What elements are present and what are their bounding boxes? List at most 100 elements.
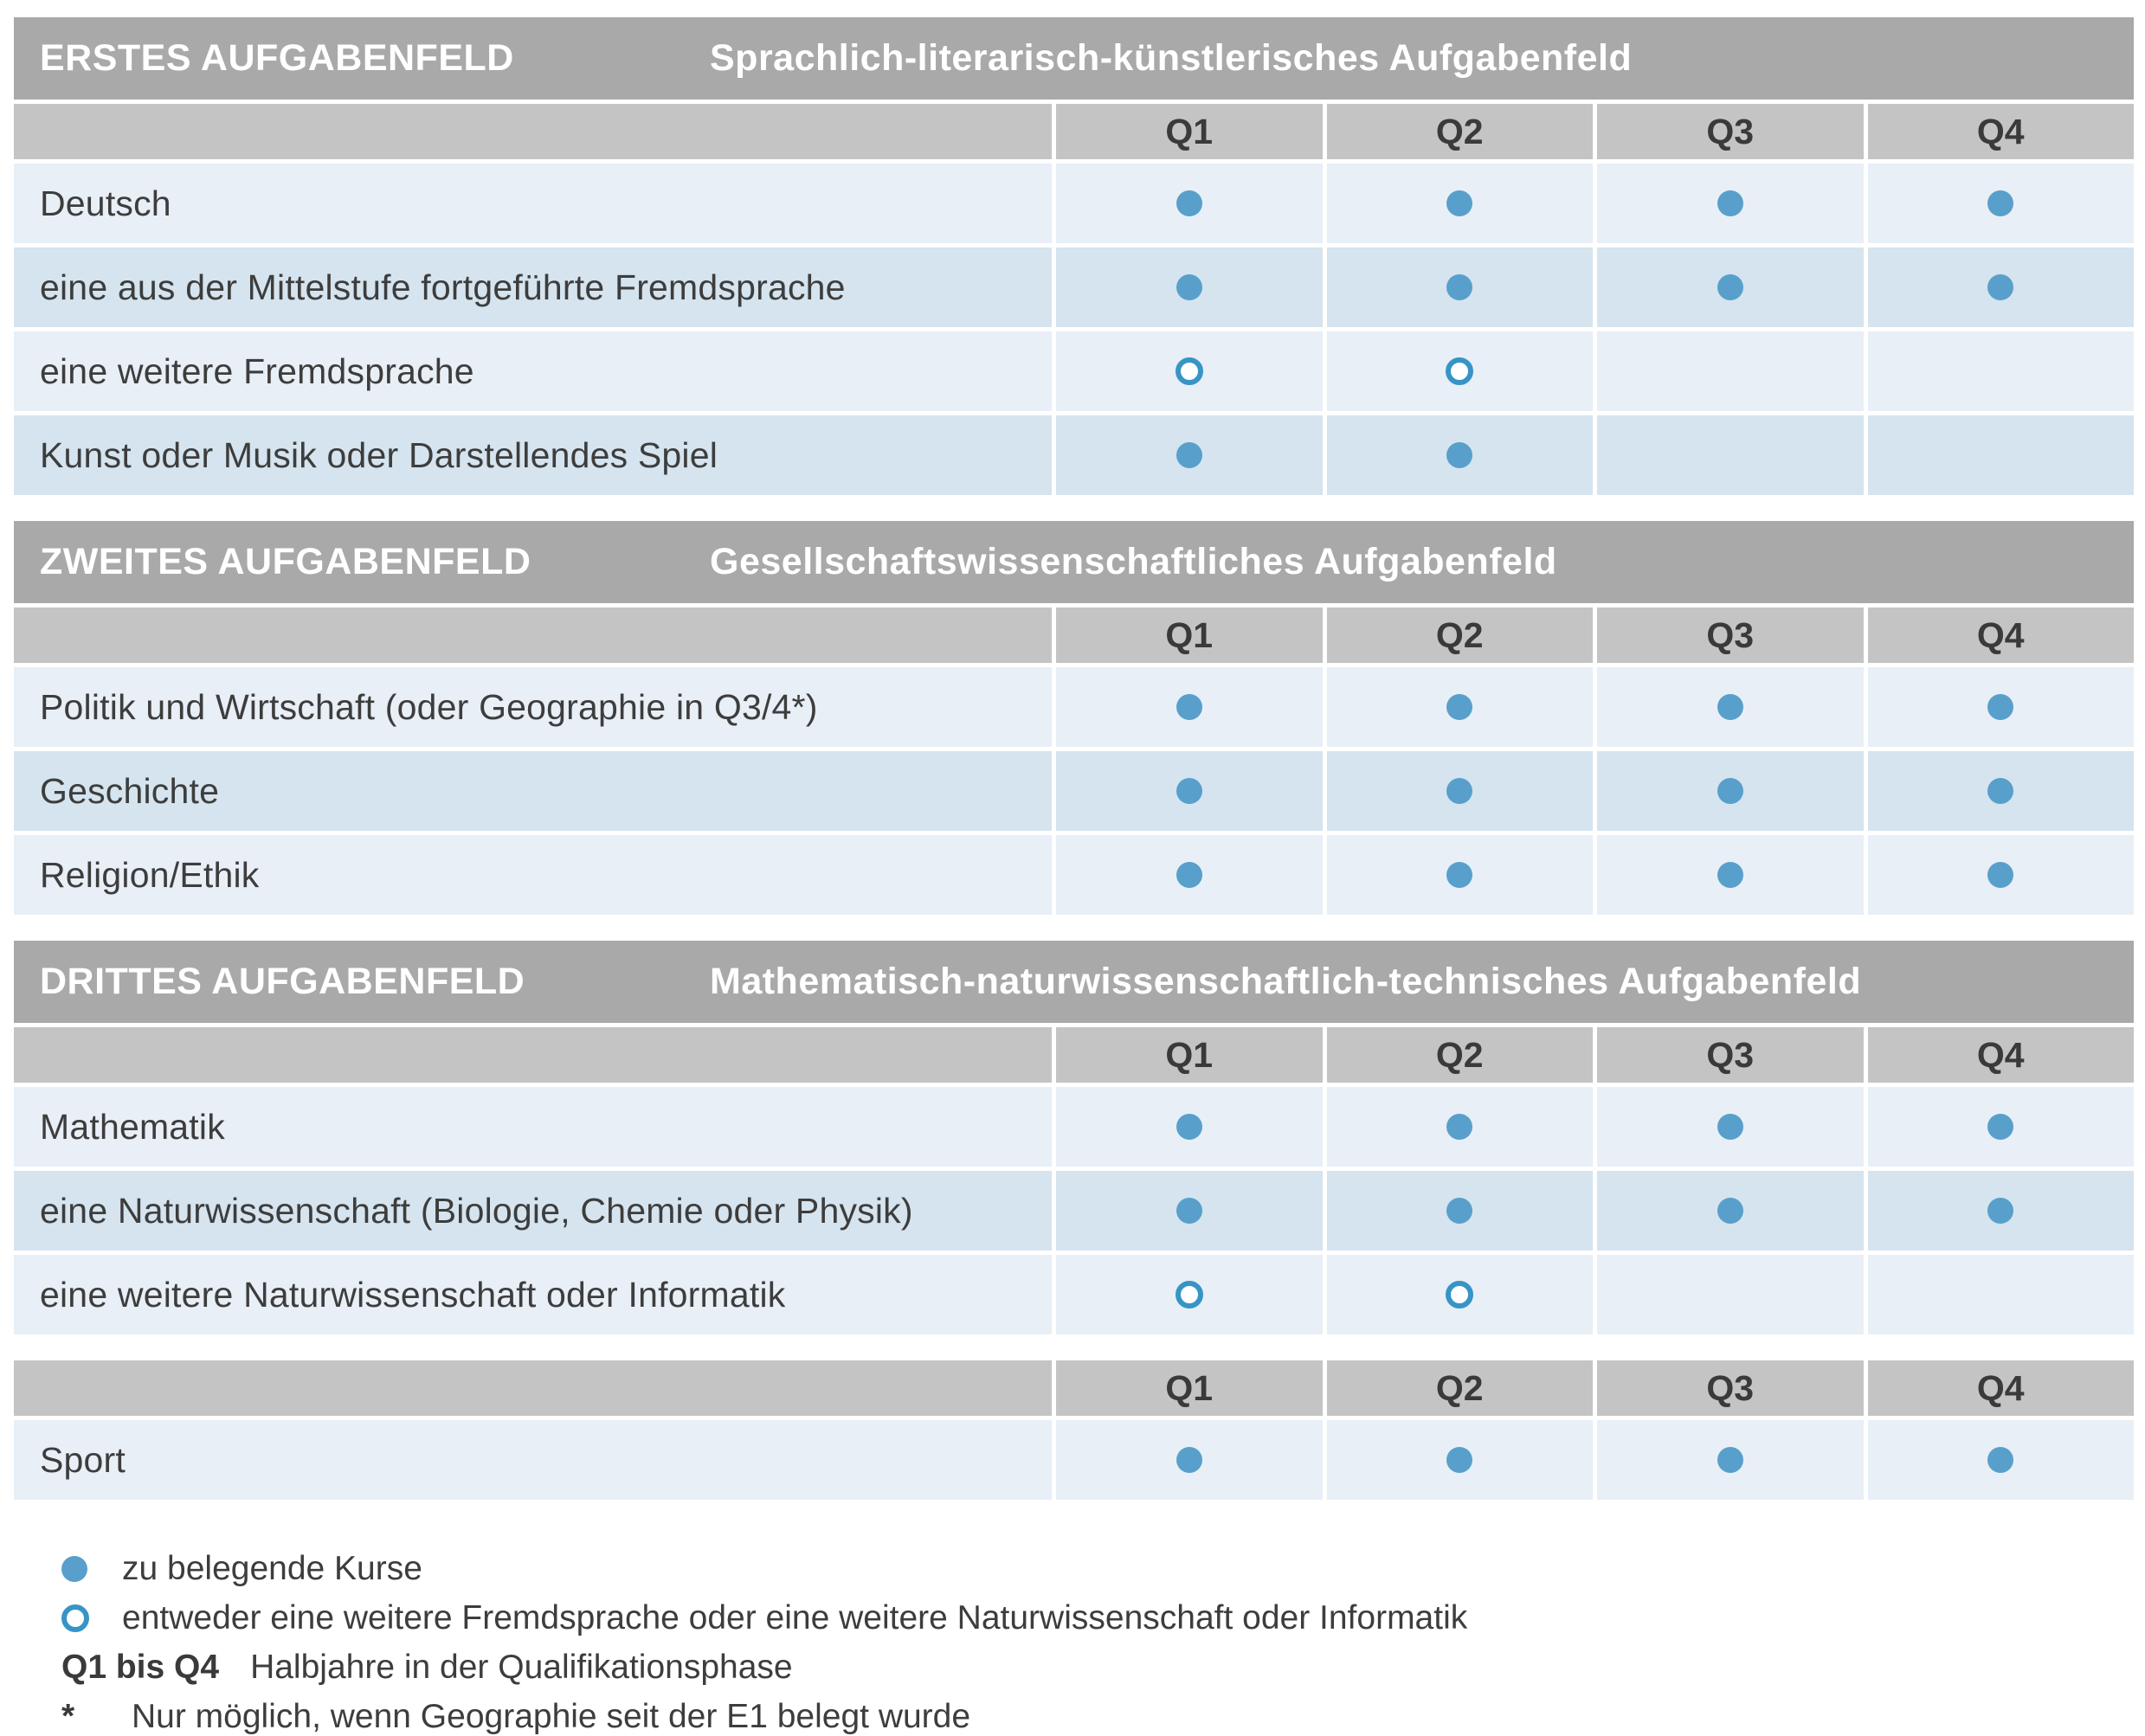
column-header-q1: Q1 — [1056, 608, 1323, 663]
column-header-q4: Q4 — [1867, 104, 2134, 159]
table-row-religion-ethik: Religion/Ethik — [14, 835, 2134, 915]
mark-cell-q1 — [1056, 1171, 1323, 1251]
mark-cell-q2 — [1326, 1255, 1593, 1334]
mark-cell-q2 — [1326, 1420, 1593, 1500]
legend-text: Nur möglich, wenn Geographie seit der E1… — [132, 1698, 971, 1735]
mark-cell-q1 — [1056, 1255, 1323, 1334]
column-header-q3: Q3 — [1597, 608, 1864, 663]
quarter-header-spacer — [14, 608, 1052, 663]
mark-cell-q2 — [1326, 248, 1593, 327]
section-title: ZWEITES AUFGABENFELD — [40, 541, 531, 582]
mark-cell-q3 — [1597, 1420, 1864, 1500]
row-label: Geschichte — [14, 751, 1052, 831]
mark-cell-q1 — [1056, 331, 1323, 411]
legend-term: * — [61, 1698, 75, 1735]
mark-cell-q4 — [1867, 331, 2134, 411]
quarter-header-spacer — [14, 104, 1052, 159]
mark-cell-q4 — [1867, 1255, 2134, 1334]
table-row-deutsch: Deutsch — [14, 164, 2134, 243]
open-dot-icon — [61, 1604, 91, 1632]
legend-item-open-dot: entweder eine weitere Fremdsprache oder … — [61, 1599, 2134, 1637]
legend-item-q1-q4: Q1 bis Q4 Halbjahre in der Qualifikation… — [61, 1649, 2134, 1687]
mark-cell-q4 — [1867, 1087, 2134, 1167]
column-header-q1: Q1 — [1056, 1360, 1323, 1416]
mark-cell-q4 — [1867, 415, 2134, 495]
table-row-kunst-musik-ds: Kunst oder Musik oder Darstellendes Spie… — [14, 415, 2134, 495]
section-zweites-aufgabenfeld: ZWEITES AUFGABENFELD Gesellschaftswissen… — [14, 521, 2134, 915]
section-header-bar: ERSTES AUFGABENFELD Sprachlich-literaris… — [14, 17, 2134, 100]
quarter-header-row: Q1 Q2 Q3 Q4 — [14, 608, 2134, 663]
table-row-geschichte: Geschichte — [14, 751, 2134, 831]
column-header-q4: Q4 — [1867, 608, 2134, 663]
mark-cell-q3 — [1597, 751, 1864, 831]
mark-cell-q1 — [1056, 667, 1323, 747]
section-subtitle: Mathematisch-naturwissenschaftlich-techn… — [710, 961, 1862, 1002]
mark-cell-q3 — [1597, 667, 1864, 747]
row-label: Kunst oder Musik oder Darstellendes Spie… — [14, 415, 1052, 495]
mark-cell-q1 — [1056, 1087, 1323, 1167]
row-label: eine Naturwissenschaft (Biologie, Chemie… — [14, 1171, 1052, 1251]
mark-cell-q2 — [1326, 331, 1593, 411]
table-row-fortgefuehrte-fremdsprache: eine aus der Mittelstufe fortgeführte Fr… — [14, 248, 2134, 327]
mark-cell-q1 — [1056, 1420, 1323, 1500]
section-subtitle: Sprachlich-literarisch-künstlerisches Au… — [710, 37, 1633, 79]
column-header-q2: Q2 — [1326, 1027, 1593, 1083]
mark-cell-q2 — [1326, 1171, 1593, 1251]
mark-cell-q3 — [1597, 1087, 1864, 1167]
mark-cell-q4 — [1867, 248, 2134, 327]
column-header-q3: Q3 — [1597, 104, 1864, 159]
mark-cell-q4 — [1867, 164, 2134, 243]
quarter-header-spacer — [14, 1360, 1052, 1416]
table-row-sport: Sport — [14, 1420, 2134, 1500]
section-drittes-aufgabenfeld: DRITTES AUFGABENFELD Mathematisch-naturw… — [14, 941, 2134, 1334]
mark-cell-q1 — [1056, 415, 1323, 495]
column-header-q2: Q2 — [1326, 104, 1593, 159]
legend-item-filled-dot: zu belegende Kurse — [61, 1550, 2134, 1588]
mark-cell-q3 — [1597, 835, 1864, 915]
legend-text: zu belegende Kurse — [122, 1550, 422, 1587]
row-label: Politik und Wirtschaft (oder Geographie … — [14, 667, 1052, 747]
section-header-bar: DRITTES AUFGABENFELD Mathematisch-naturw… — [14, 941, 2134, 1023]
mark-cell-q3 — [1597, 331, 1864, 411]
mark-cell-q1 — [1056, 835, 1323, 915]
quarter-header-spacer — [14, 1027, 1052, 1083]
mark-cell-q2 — [1326, 415, 1593, 495]
row-label: Religion/Ethik — [14, 835, 1052, 915]
mark-cell-q1 — [1056, 164, 1323, 243]
row-label: Sport — [14, 1420, 1052, 1500]
quarter-header-row: Q1 Q2 Q3 Q4 — [14, 1360, 2134, 1416]
mark-cell-q3 — [1597, 415, 1864, 495]
section-header-bar: ZWEITES AUFGABENFELD Gesellschaftswissen… — [14, 521, 2134, 603]
column-header-q3: Q3 — [1597, 1360, 1864, 1416]
column-header-q2: Q2 — [1326, 608, 1593, 663]
table-row-politik-wirtschaft: Politik und Wirtschaft (oder Geographie … — [14, 667, 2134, 747]
table-row-mathematik: Mathematik — [14, 1087, 2134, 1167]
row-label: eine weitere Naturwissenschaft oder Info… — [14, 1255, 1052, 1334]
mark-cell-q2 — [1326, 751, 1593, 831]
mark-cell-q2 — [1326, 164, 1593, 243]
quarter-header-row: Q1 Q2 Q3 Q4 — [14, 1027, 2134, 1083]
column-header-q3: Q3 — [1597, 1027, 1864, 1083]
section-subtitle: Gesellschaftswissenschaftliches Aufgaben… — [710, 541, 1557, 582]
column-header-q2: Q2 — [1326, 1360, 1593, 1416]
row-label: eine aus der Mittelstufe fortgeführte Fr… — [14, 248, 1052, 327]
quarter-header-row: Q1 Q2 Q3 Q4 — [14, 104, 2134, 159]
mark-cell-q2 — [1326, 835, 1593, 915]
section-title: DRITTES AUFGABENFELD — [40, 961, 525, 1002]
table-row-weitere-fremdsprache: eine weitere Fremdsprache — [14, 331, 2134, 411]
table-row-naturwissenschaft: eine Naturwissenschaft (Biologie, Chemie… — [14, 1171, 2134, 1251]
table-row-weitere-naturwissenschaft: eine weitere Naturwissenschaft oder Info… — [14, 1255, 2134, 1334]
mark-cell-q4 — [1867, 835, 2134, 915]
column-header-q1: Q1 — [1056, 104, 1323, 159]
filled-dot-icon — [61, 1556, 91, 1582]
legend-text: entweder eine weitere Fremdsprache oder … — [122, 1599, 1468, 1636]
section-erstes-aufgabenfeld: ERSTES AUFGABENFELD Sprachlich-literaris… — [14, 17, 2134, 495]
column-header-q1: Q1 — [1056, 1027, 1323, 1083]
mark-cell-q3 — [1597, 164, 1864, 243]
row-label: Deutsch — [14, 164, 1052, 243]
mark-cell-q3 — [1597, 248, 1864, 327]
section-sport: Q1 Q2 Q3 Q4 Sport — [14, 1360, 2134, 1500]
column-header-q4: Q4 — [1867, 1360, 2134, 1416]
legend-item-asterisk: * Nur möglich, wenn Geographie seit der … — [61, 1698, 2134, 1736]
